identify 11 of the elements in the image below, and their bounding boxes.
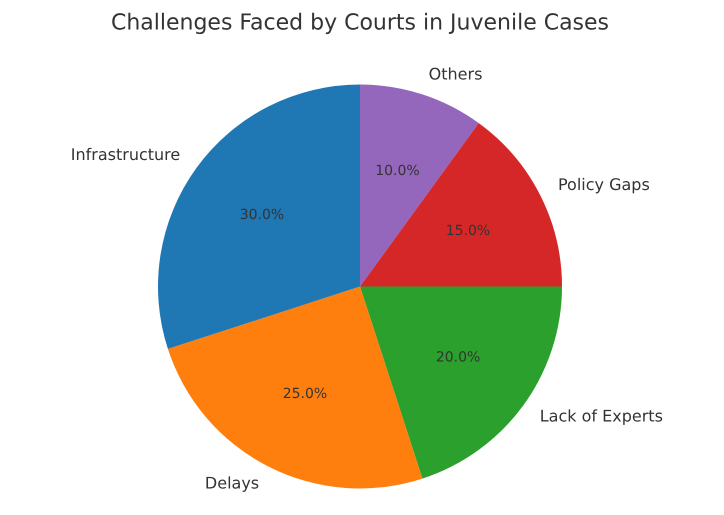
data-label: 25.0% — [282, 386, 328, 402]
data-label: 20.0% — [436, 349, 480, 366]
data-label: 30.0% — [240, 206, 284, 223]
data-label: 10.0% — [375, 162, 420, 179]
slice-label: Lack of Experts — [540, 406, 663, 426]
data-label: 15.0% — [446, 223, 490, 240]
slice-label: Others — [428, 64, 482, 84]
slice-label: Policy Gaps — [558, 174, 650, 194]
slice-label: Infrastructure — [70, 145, 180, 164]
slice-label: Delays — [204, 474, 260, 493]
chart-title: Challenges Faced by Courts in Juvenile Cases — [110, 10, 610, 36]
